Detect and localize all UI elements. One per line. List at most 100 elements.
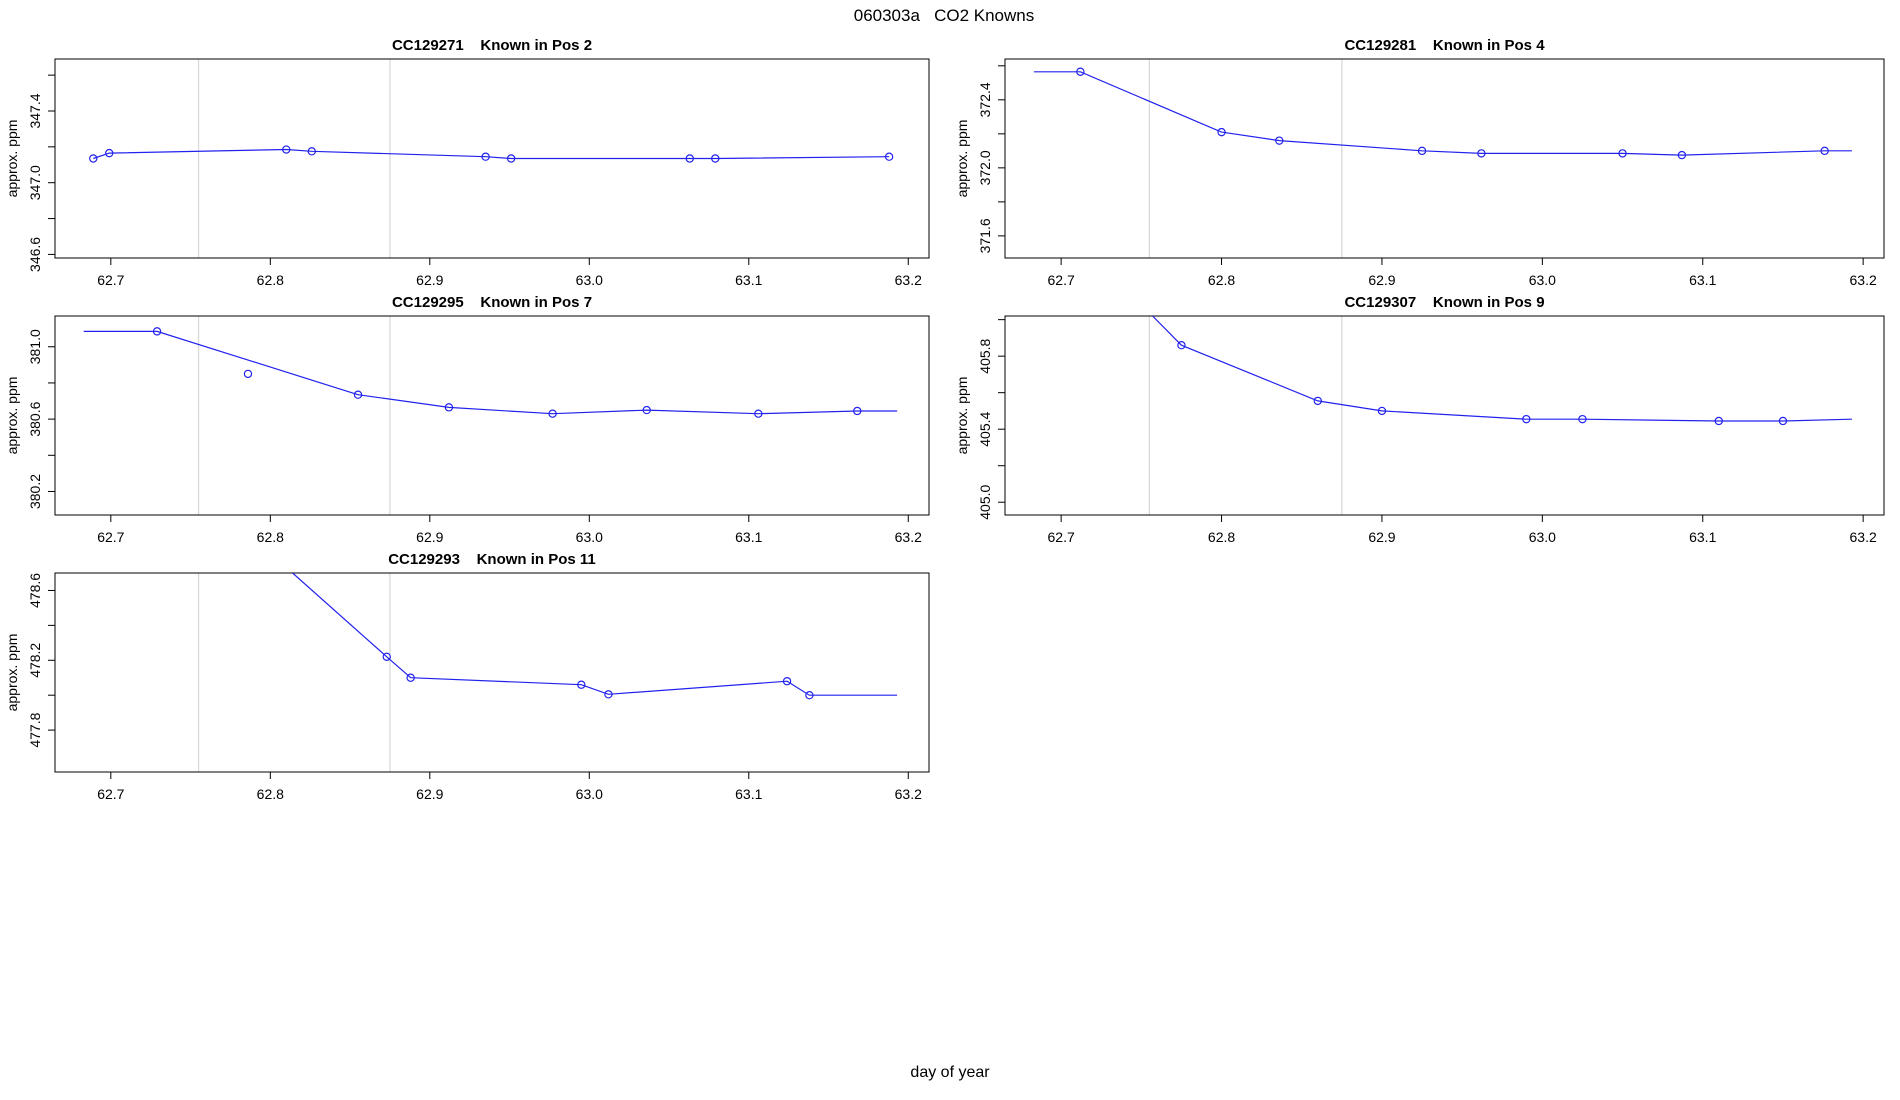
- data-line: [1152, 316, 1852, 422]
- x-tick-label: 62.9: [1368, 529, 1395, 545]
- panel-title: CC129293 Known in Pos 11: [388, 551, 596, 568]
- y-axis-label: approx. ppm: [4, 120, 20, 198]
- data-point: [1177, 341, 1186, 350]
- data-point: [105, 148, 114, 158]
- x-tick-label: 63.0: [576, 272, 603, 288]
- y-tick-label: 346.6: [27, 237, 43, 272]
- x-tick-label: 63.1: [735, 529, 762, 545]
- x-tick-label: 62.8: [1208, 272, 1235, 288]
- x-tick-label: 63.2: [895, 272, 922, 288]
- x-tick-label: 62.9: [1368, 272, 1395, 288]
- data-point: [1076, 67, 1085, 76]
- data-point: [577, 680, 586, 689]
- data-line: [83, 330, 898, 415]
- y-tick-label: 380.6: [27, 401, 43, 436]
- y-tick-label: 380.2: [27, 474, 43, 509]
- data-point: [604, 690, 613, 699]
- panel-CC129271: CC129271 Known in Pos 2 62.7 62.8 62.9 63.0 6…: [4, 37, 930, 288]
- data-point: [853, 406, 862, 416]
- y-axis-label: approx. ppm: [954, 377, 970, 455]
- panel-CC129295: CC129295 Known in Pos 7 62.7 62.8 62.9 63.0 6…: [4, 294, 930, 545]
- y-tick-label: 372.0: [977, 150, 993, 185]
- panel-title: CC129295 Known in Pos 7: [392, 294, 592, 311]
- panel-title: CC129281 Known in Pos 4: [1344, 37, 1545, 54]
- x-tick-label: 62.9: [416, 529, 443, 545]
- data-point: [481, 152, 490, 161]
- data-point: [1677, 150, 1687, 160]
- x-tick-label: 62.8: [257, 786, 284, 802]
- x-tick-label: 62.7: [97, 529, 124, 545]
- data-point: [884, 152, 894, 161]
- x-tick-label: 62.9: [416, 786, 443, 802]
- outlier-point: [243, 369, 253, 379]
- y-tick-label: 405.0: [977, 484, 993, 519]
- plot-box: [1004, 58, 1885, 259]
- data-point: [307, 147, 316, 156]
- data-point: [1714, 416, 1723, 426]
- data-point: [1217, 127, 1226, 137]
- x-tick-label: 63.1: [735, 272, 762, 288]
- data-point: [1820, 146, 1829, 156]
- data-point: [1522, 414, 1531, 424]
- x-tick-label: 62.9: [416, 272, 443, 288]
- y-tick-label: 371.6: [977, 218, 993, 253]
- data-point: [506, 154, 516, 163]
- x-tick-label: 63.1: [735, 786, 762, 802]
- data-point: [353, 390, 363, 399]
- data-line: [93, 148, 890, 160]
- panel-CC129307: CC129307 Known in Pos 9 62.7 62.8 62.9 63.0 6…: [954, 294, 1885, 545]
- panel-CC129281: CC129281 Known in Pos 4 62.7 62.8 62.9 63.0 6…: [954, 37, 1885, 288]
- data-point: [1778, 416, 1788, 426]
- data-line: [292, 573, 898, 696]
- x-tick-label: 62.8: [1208, 529, 1235, 545]
- data-point: [1578, 414, 1587, 424]
- x-tick-label: 62.8: [257, 272, 284, 288]
- x-tick-label: 63.2: [895, 786, 922, 802]
- panel-title: CC129307 Known in Pos 9: [1344, 294, 1544, 311]
- y-tick-label: 405.8: [977, 338, 993, 373]
- data-point: [782, 677, 792, 686]
- x-tick-label: 62.7: [1048, 529, 1075, 545]
- plot-box: [54, 315, 930, 516]
- y-tick-label: 347.0: [27, 165, 43, 200]
- y-tick-label: 347.4: [27, 93, 43, 128]
- x-tick-label: 63.1: [1689, 272, 1716, 288]
- y-tick-label: 381.0: [27, 329, 43, 364]
- x-tick-label: 62.7: [97, 786, 124, 802]
- data-point: [1275, 136, 1284, 145]
- plot-box: [1004, 315, 1885, 516]
- data-point: [754, 409, 763, 418]
- y-tick-label: 477.8: [27, 712, 43, 747]
- data-point: [711, 154, 720, 163]
- plot-box: [54, 58, 930, 259]
- plot-box: [54, 572, 930, 773]
- y-tick-label: 405.4: [977, 411, 993, 446]
- data-point: [1417, 146, 1427, 156]
- data-point: [406, 673, 415, 682]
- x-tick-label: 62.7: [1048, 272, 1075, 288]
- data-point: [1477, 149, 1486, 158]
- y-axis-label: approx. ppm: [4, 377, 20, 455]
- x-tick-label: 63.2: [1850, 272, 1877, 288]
- y-tick-label: 372.4: [977, 82, 993, 117]
- x-tick-label: 63.1: [1689, 529, 1716, 545]
- y-axis-label: approx. ppm: [954, 120, 970, 198]
- panel-CC129293: CC129293 Known in Pos 11 62.7 62.8 62.9 63.0…: [4, 551, 930, 802]
- x-tick-label: 62.7: [97, 272, 124, 288]
- x-tick-label: 63.0: [576, 529, 603, 545]
- x-tick-label: 63.2: [1850, 529, 1877, 545]
- data-point: [1618, 149, 1627, 158]
- xaxis-label: day of year: [910, 1064, 990, 1081]
- x-tick-label: 63.2: [895, 529, 922, 545]
- data-point: [805, 690, 814, 700]
- y-tick-label: 478.2: [27, 643, 43, 678]
- panel-title: CC129271 Known in Pos 2: [392, 37, 592, 54]
- x-tick-label: 63.0: [576, 786, 603, 802]
- data-point: [642, 405, 651, 415]
- x-tick-label: 63.0: [1529, 272, 1556, 288]
- x-tick-label: 63.0: [1529, 529, 1556, 545]
- data-point: [382, 652, 391, 661]
- data-point: [282, 145, 291, 154]
- data-point: [152, 327, 162, 336]
